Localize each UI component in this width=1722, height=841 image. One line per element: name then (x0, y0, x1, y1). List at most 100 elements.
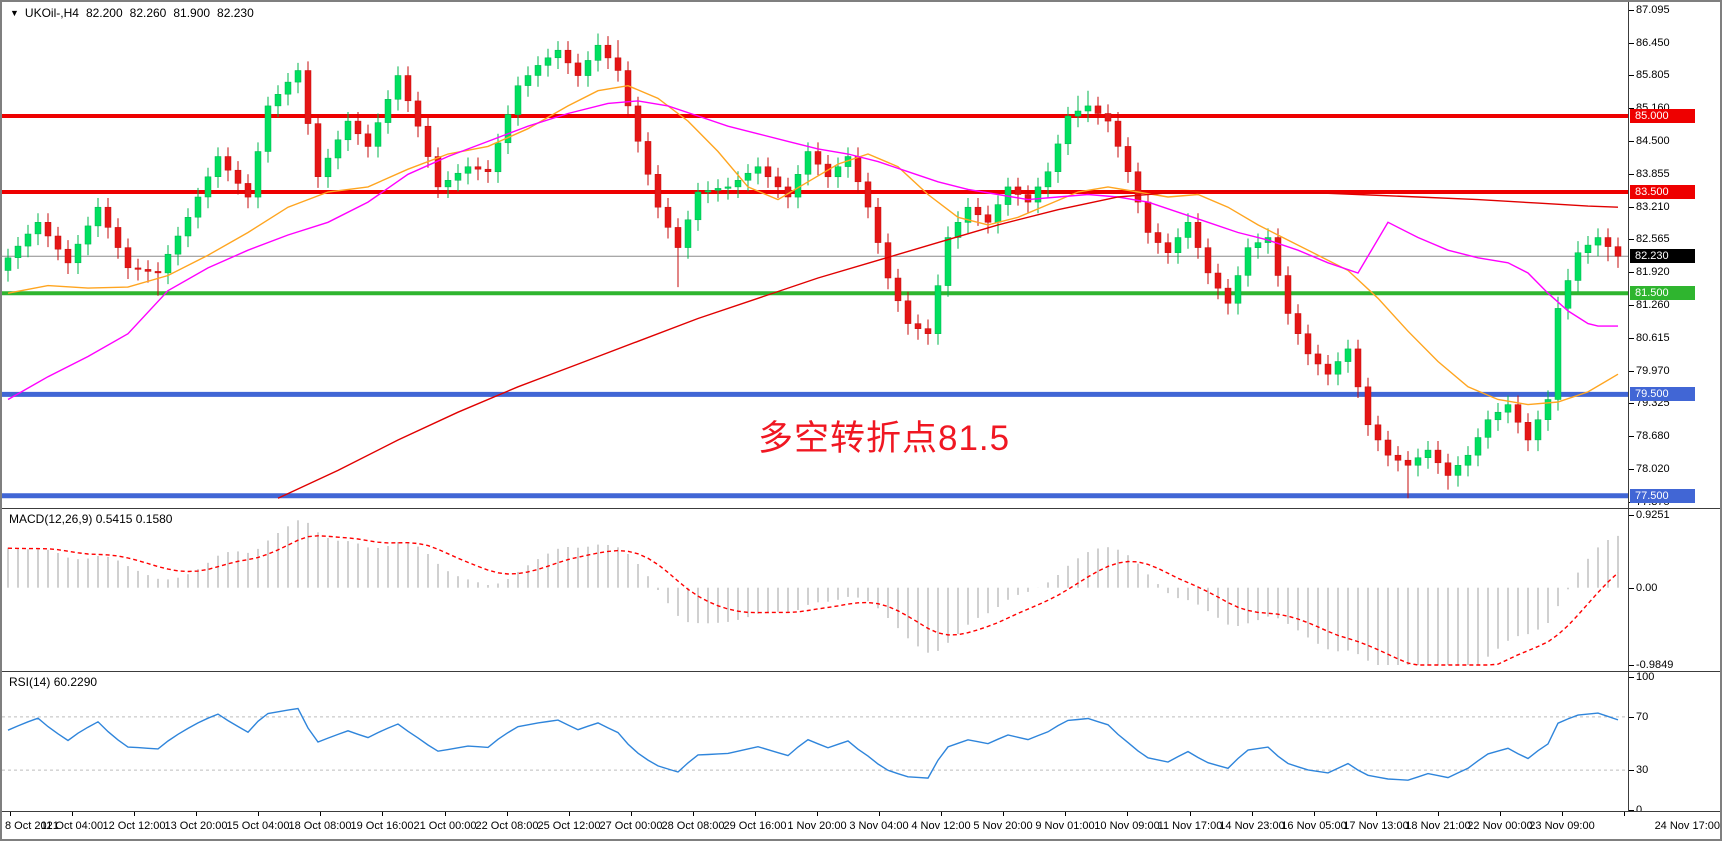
ma-slow-red (277, 190, 1619, 499)
time-label: 24 Nov 17:00 (1654, 820, 1720, 832)
rsi-tick-label: 0 (1636, 804, 1643, 816)
time-label: 5 Nov 20:00 (973, 820, 1033, 832)
time-label: 29 Oct 16:00 (723, 820, 787, 832)
price-tick-label: 82.565 (1636, 233, 1670, 245)
price-tick-tick (1629, 10, 1634, 11)
price-badge-79.500: 79.500 (1630, 387, 1695, 401)
time-tick (631, 812, 632, 816)
rsi-tick-label: 100 (1636, 671, 1655, 683)
time-tick (693, 812, 694, 816)
time-label: 13 Oct 20:00 (164, 820, 228, 832)
macd-label: MACD(12,26,9) 0.5415 0.1580 (9, 512, 173, 526)
time-label: 11 Oct 04:00 (40, 820, 104, 832)
chart-title-bar: ▼ UKOil-,H4 82.200 82.260 81.900 82.230 (10, 6, 254, 20)
time-tick (1438, 812, 1439, 816)
time-tick (817, 812, 818, 816)
symbol-dropdown-icon[interactable]: ▼ (10, 8, 19, 18)
price-tick-tick (1629, 108, 1634, 109)
time-label: 23 Nov 09:00 (1529, 820, 1595, 832)
pane-separator[interactable] (2, 671, 1720, 672)
price-tick-tick (1629, 174, 1634, 175)
price-tick-label: 85.805 (1636, 69, 1670, 81)
time-tick (1500, 812, 1501, 816)
price-tick-tick (1629, 239, 1634, 240)
ohlc-open: 82.200 (85, 6, 123, 20)
price-tick-label: 83.210 (1636, 201, 1670, 213)
ma-medium-magenta (7, 100, 1618, 401)
time-label: 12 Oct 12:00 (102, 820, 166, 832)
time-tick (72, 812, 73, 816)
time-label: 18 Nov 21:00 (1405, 820, 1471, 832)
time-tick (1003, 812, 1004, 816)
time-label: 21 Oct 00:00 (413, 820, 477, 832)
time-tick (1624, 812, 1625, 816)
time-label: 22 Oct 08:00 (475, 820, 539, 832)
ohlc-close: 82.230 (217, 6, 254, 20)
time-label: 3 Nov 04:00 (849, 820, 909, 832)
rsi-line (7, 707, 1619, 781)
time-tick (1127, 812, 1128, 816)
price-tick-label: 78.680 (1636, 430, 1670, 442)
price-tick-tick (1629, 207, 1634, 208)
time-label: 18 Oct 08:00 (288, 820, 352, 832)
price-tick-label: 83.855 (1636, 168, 1670, 180)
time-label: 4 Nov 12:00 (911, 820, 971, 832)
rsi-tick-label: 30 (1636, 764, 1649, 776)
rsi-label: RSI(14) 60.2290 (9, 675, 98, 689)
price-tick-tick (1629, 469, 1634, 470)
macd-tick-tick (1629, 665, 1634, 666)
time-label: 22 Nov 00:00 (1467, 820, 1533, 832)
time-tick (941, 812, 942, 816)
time-label: 14 Nov 23:00 (1219, 820, 1285, 832)
candlestick-chart[interactable] (2, 2, 1628, 508)
time-tick (196, 812, 197, 816)
price-tick-tick (1629, 43, 1634, 44)
time-tick (879, 812, 880, 816)
time-label: 10 Nov 09:00 (1094, 820, 1160, 832)
time-label: 11 Nov 17:00 (1157, 820, 1223, 832)
time-label: 16 Nov 05:00 (1281, 820, 1347, 832)
rsi-chart[interactable] (2, 672, 1628, 812)
price-tick-tick (1629, 338, 1634, 339)
ma-fast-orange (7, 84, 1619, 406)
rsi-tick-label: 70 (1636, 711, 1649, 723)
ohlc-low: 81.900 (173, 6, 211, 20)
price-badge-85.000: 85.000 (1630, 109, 1695, 123)
price-tick-tick (1629, 403, 1634, 404)
price-tick-label: 86.450 (1636, 37, 1670, 49)
time-tick (1065, 812, 1066, 816)
time-tick (1562, 812, 1563, 816)
time-tick (569, 812, 570, 816)
pane-separator[interactable] (2, 508, 1720, 509)
price-tick-label: 87.095 (1636, 4, 1670, 16)
macd-tick-label: -0.9849 (1636, 659, 1674, 671)
time-label: 9 Nov 01:00 (1035, 820, 1095, 832)
price-tick-label: 78.020 (1636, 463, 1670, 475)
time-tick (258, 812, 259, 816)
price-badge-81.500: 81.500 (1630, 286, 1695, 300)
price-tick-label: 81.260 (1636, 299, 1670, 311)
price-scale[interactable]: 87.095 86.450 85.805 85.160 84.500 83.855 83.2… (1629, 2, 1720, 816)
time-label: 1 Nov 20:00 (787, 820, 847, 832)
rsi-tick-tick (1629, 717, 1634, 718)
rsi-tick-tick (1629, 770, 1634, 771)
time-axis[interactable]: 8 Oct 2021 11 Oct 04:00 12 Oct 12:00 13 Oct… (2, 812, 1720, 839)
price-tick-tick (1629, 75, 1634, 76)
time-label: 8 Oct 2021 (5, 820, 59, 832)
time-label: 17 Nov 13:00 (1343, 820, 1409, 832)
scale-separator-line (1628, 2, 1629, 812)
price-tick-tick (1629, 436, 1634, 437)
macd-tick-label: 0.9251 (1636, 509, 1670, 521)
axis-separator (2, 811, 1720, 812)
macd-signal-line (7, 535, 1619, 666)
macd-chart[interactable] (2, 509, 1628, 671)
price-tick-tick (1629, 272, 1634, 273)
time-tick (445, 812, 446, 816)
price-tick-tick (1629, 305, 1634, 306)
time-tick (320, 812, 321, 816)
time-tick (10, 812, 11, 816)
price-tick-label: 84.500 (1636, 135, 1670, 147)
chart-annotation-text[interactable]: 多空转折点81.5 (758, 419, 1011, 458)
time-tick (1314, 812, 1315, 816)
